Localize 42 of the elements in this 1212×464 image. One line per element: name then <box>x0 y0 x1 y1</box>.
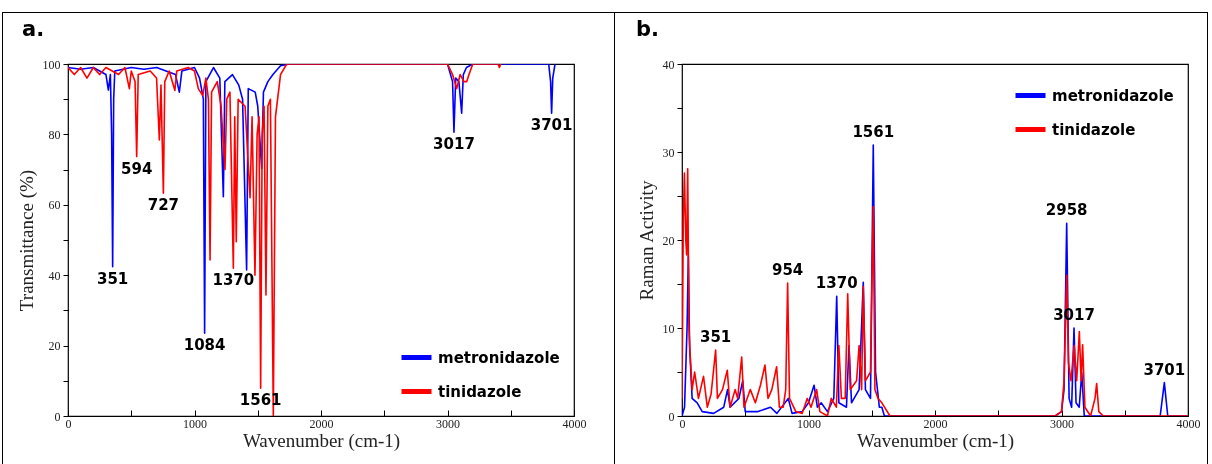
y-tick-label: 20 <box>662 233 675 248</box>
y-axis-title: Transmittance (%) <box>15 169 38 312</box>
chart-title: a. <box>22 17 45 41</box>
x-tick-label: 2000 <box>309 416 334 431</box>
annotation: 351 <box>97 269 129 288</box>
annotation: 2958 <box>1045 201 1088 220</box>
y-tick-label: 10 <box>662 321 675 336</box>
annotation: 3017 <box>433 135 475 154</box>
x-tick-label: 2000 <box>923 416 948 431</box>
x-tick-label: 0 <box>65 416 72 431</box>
annotation: 3701 <box>1143 360 1186 379</box>
y-tick-label: 100 <box>42 57 61 72</box>
chart-title: b. <box>636 17 660 41</box>
annotation: 1561 <box>852 122 895 141</box>
annotation: 594 <box>121 159 153 178</box>
x-tick-label: 4000 <box>562 416 587 431</box>
x-tick-label: 1000 <box>797 416 821 431</box>
annotation: 1370 <box>212 271 255 290</box>
annotation: 3701 <box>530 116 573 135</box>
annotation: 954 <box>771 261 804 280</box>
y-tick-label: 40 <box>48 268 61 283</box>
x-tick-label: 4000 <box>1176 416 1201 431</box>
legend-label: metronidazole <box>438 348 560 367</box>
legend-label: metronidazole <box>1052 86 1174 105</box>
y-tick-label: 20 <box>48 339 61 354</box>
legend-label: tinidazole <box>1052 120 1136 139</box>
y-tick-label: 60 <box>48 198 61 213</box>
annotation: 1370 <box>815 274 858 293</box>
x-tick-label: 3000 <box>1050 416 1074 431</box>
annotation: 727 <box>147 196 180 215</box>
y-tick-label: 40 <box>662 57 675 72</box>
y-tick-label: 80 <box>48 127 61 142</box>
annotation: 351 <box>699 328 732 346</box>
x-tick-label: 0 <box>679 416 686 431</box>
x-axis-title: Wavenumber (cm-1) <box>856 429 1015 452</box>
x-axis-title: Wavenumber (cm-1) <box>242 429 401 452</box>
annotation: 1084 <box>183 336 226 355</box>
y-tick-label: 30 <box>662 145 675 160</box>
legend-label: tinidazole <box>438 382 522 401</box>
x-tick-label: 1000 <box>183 416 207 431</box>
y-axis-title: Raman Activity <box>635 180 657 301</box>
x-tick-label: 3000 <box>436 416 460 431</box>
